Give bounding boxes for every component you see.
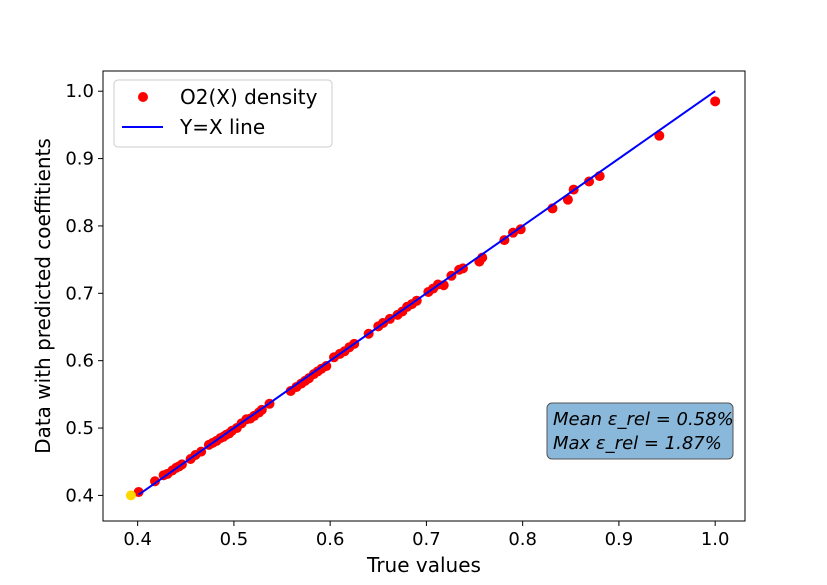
x-tick-label: 0.4 (123, 529, 152, 550)
y-tick-label: 0.9 (65, 149, 94, 170)
data-point (710, 96, 721, 107)
y-tick-label: 0.5 (65, 418, 94, 439)
legend-label-scatter: O2(X) density (180, 85, 318, 109)
mean-error-label: Mean ε_rel = 0.58% (553, 409, 734, 430)
data-point (149, 476, 160, 487)
legend-marker-scatter (138, 92, 148, 102)
data-point (584, 176, 595, 187)
x-tick-label: 0.8 (508, 529, 537, 550)
y-tick-label: 0.4 (65, 485, 94, 506)
legend-box (113, 79, 333, 148)
x-tick-label: 0.6 (316, 529, 345, 550)
legend-label-line: Y=X line (179, 115, 265, 139)
x-tick-label: 0.7 (412, 529, 441, 550)
legend: O2(X) density Y=X line (113, 79, 333, 148)
y-tick-label: 0.7 (65, 283, 94, 304)
x-tick-label: 0.9 (605, 529, 634, 550)
max-error-text: Max ε_rel = 1.87% (553, 433, 722, 454)
y-tick-label: 0.8 (65, 216, 94, 237)
error-annotation: Mean ε_rel = 0.58% Max ε_rel = 1.87% (546, 402, 734, 460)
x-tick-label: 1.0 (701, 529, 730, 550)
x-axis-label: True values (366, 553, 481, 577)
y-axis-label: Data with predicted coeffitients (31, 138, 55, 454)
data-point (133, 487, 144, 498)
y-tick-label: 0.6 (65, 351, 94, 372)
annotation-box (546, 402, 734, 460)
highlight-point (125, 490, 136, 501)
mean-error-text: Mean ε_rel = 0.58% (553, 409, 734, 430)
data-marks (125, 90, 721, 501)
data-point (321, 361, 332, 372)
x-tick-label: 0.5 (220, 529, 249, 550)
max-error-label: Max ε_rel = 1.87% (553, 433, 722, 454)
data-point (515, 224, 526, 235)
y-equals-x-line (138, 90, 716, 496)
axis-ticks: 0.4 0.5 0.6 0.7 0.8 0.9 1.0 0.4 0.5 0.6 0.7 0.8 0.9 1… (65, 81, 729, 550)
y-tick-label: 1.0 (65, 81, 94, 102)
